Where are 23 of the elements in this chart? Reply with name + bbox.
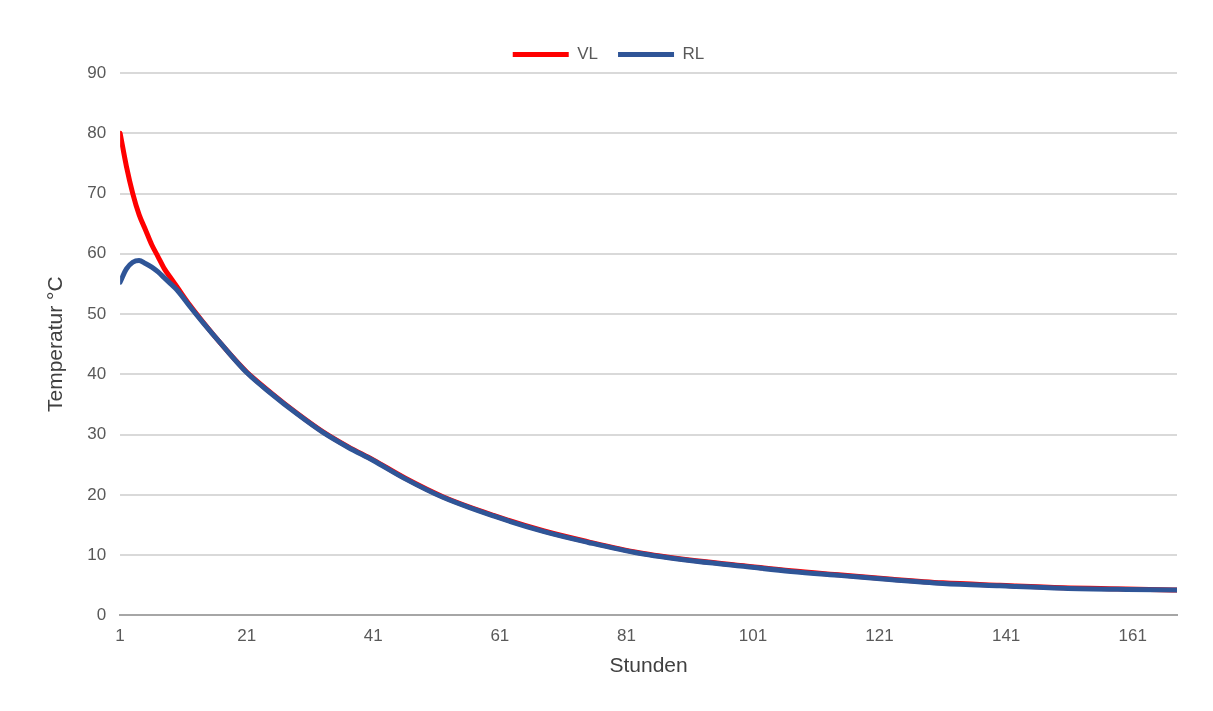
y-tick-label: 0	[96, 605, 107, 625]
x-tick-label: 21	[237, 626, 257, 646]
x-axis-title: Stunden	[609, 653, 688, 677]
x-tick-label: 41	[363, 626, 383, 646]
y-tick-label: 40	[87, 364, 107, 384]
y-tick-label: 70	[87, 183, 107, 203]
x-tick-label: 1	[115, 626, 125, 646]
x-tick-label: 61	[490, 626, 510, 646]
y-tick-label: 60	[87, 243, 107, 263]
y-axis-title: Temperatur °C	[43, 276, 67, 412]
x-tick-label: 101	[738, 626, 768, 646]
x-tick-label: 81	[616, 626, 636, 646]
y-tick-label: 90	[87, 62, 107, 82]
x-tick-label: 161	[1118, 626, 1147, 646]
y-tick-label: 50	[87, 303, 107, 323]
x-tick-label: 141	[991, 626, 1021, 646]
y-tick-label: 10	[87, 544, 107, 564]
y-tick-label: 30	[87, 424, 107, 444]
y-tick-label: 20	[87, 484, 107, 504]
legend-label: VL	[577, 44, 599, 64]
x-tick-label: 121	[865, 626, 894, 646]
legend-label: RL	[682, 44, 705, 64]
y-tick-label: 80	[87, 122, 107, 142]
